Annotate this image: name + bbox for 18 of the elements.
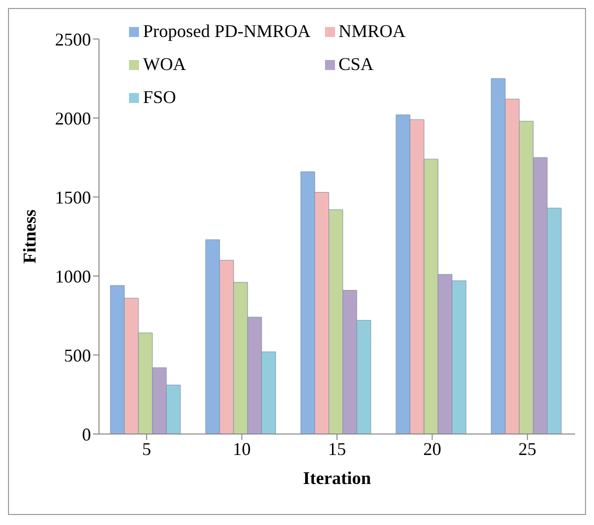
legend-label: NMROA <box>338 21 406 42</box>
legend-label: FSO <box>143 87 176 108</box>
legend-label: CSA <box>338 54 374 75</box>
legend-label: WOA <box>143 54 186 75</box>
y-tick-label: 1000 <box>55 266 91 286</box>
legend-label: Proposed PD-NMROA <box>143 21 311 42</box>
x-tick-label: 20 <box>423 438 442 459</box>
x-tick-label: 5 <box>142 438 152 459</box>
y-tick-label: 2500 <box>55 29 91 50</box>
y-tick-label: 1500 <box>55 187 91 208</box>
y-tick-label: 500 <box>64 345 91 366</box>
x-tick-label: 10 <box>232 438 251 459</box>
y-tick-label: 0 <box>82 424 91 444</box>
x-tick-label: 25 <box>518 438 536 459</box>
x-axis-title: Iteration <box>303 468 371 488</box>
x-tick-label: 15 <box>328 438 346 459</box>
y-tick-label: 2000 <box>55 108 91 128</box>
y-axis-title: Fitness <box>19 210 40 264</box>
